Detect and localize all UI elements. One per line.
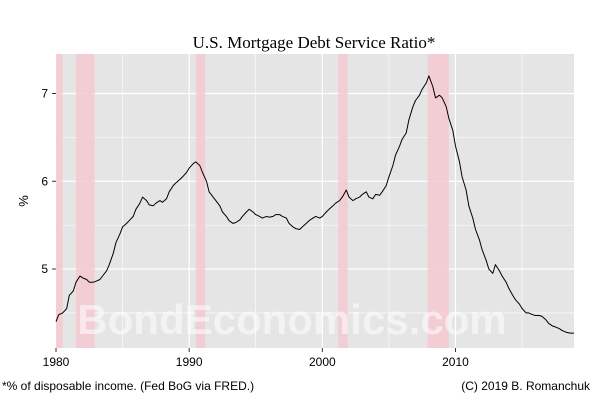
series-line <box>55 75 574 334</box>
y-axis-label: % <box>16 195 31 207</box>
watermark-text: BondEconomics.com <box>77 296 506 343</box>
x-tick-label: 1980 <box>43 355 70 369</box>
y-tick-label: 7 <box>41 86 48 100</box>
y-tick-label: 5 <box>41 262 48 276</box>
recession-band <box>338 54 348 348</box>
x-tick-label: 2000 <box>309 355 336 369</box>
chart-title: U.S. Mortgage Debt Service Ratio* <box>193 33 436 52</box>
recession-band <box>56 54 63 348</box>
recession-band <box>195 54 206 348</box>
y-tick-label: 6 <box>41 174 48 188</box>
recession-band <box>75 54 95 348</box>
series-layer <box>55 75 574 334</box>
recession-bands <box>56 54 449 348</box>
x-tick-label: 1990 <box>176 355 203 369</box>
recession-band <box>427 54 449 348</box>
axis-ticks: 1980 1990 2000 2010 5 6 7 <box>41 86 469 369</box>
x-tick-label: 2010 <box>442 355 469 369</box>
plot-panel <box>56 54 574 348</box>
footnote-source: *% of disposable income. (Fed BoG via FR… <box>2 379 254 393</box>
footnote-copyright: (C) 2019 B. Romanchuk <box>461 379 591 393</box>
